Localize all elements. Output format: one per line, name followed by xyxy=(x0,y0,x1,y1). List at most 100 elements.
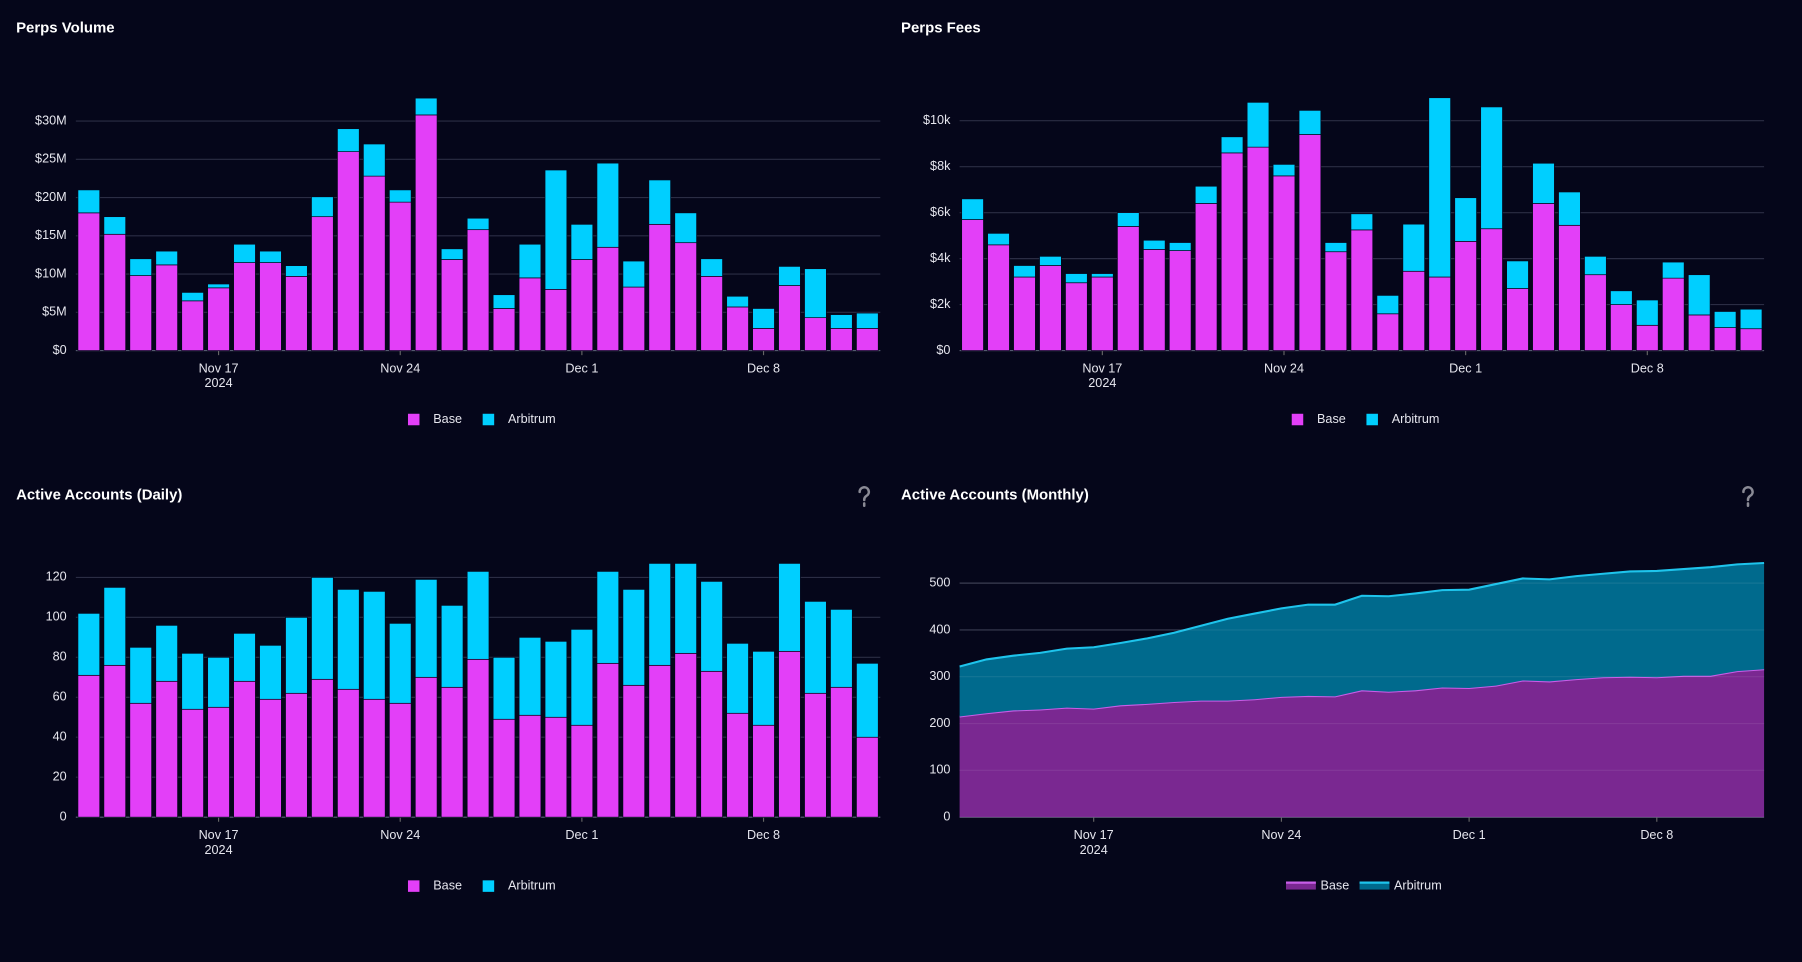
bar-segment xyxy=(1117,226,1140,351)
bar-segment xyxy=(804,692,827,818)
bar-segment xyxy=(622,260,646,288)
bar-segment xyxy=(1610,304,1633,351)
bar-segment xyxy=(1091,276,1114,351)
bar-segment xyxy=(1454,241,1477,351)
bar-segment xyxy=(544,640,568,718)
y-tick-label: 40 xyxy=(53,730,67,744)
bar-segment xyxy=(1272,164,1296,177)
bar-segment xyxy=(1350,229,1374,351)
bar-segment xyxy=(1013,265,1036,278)
area-fill xyxy=(959,669,1765,818)
legend-label: Arbitrum xyxy=(508,412,556,426)
bar-segment xyxy=(1039,255,1062,266)
bar-segment xyxy=(1558,224,1581,351)
y-tick-label: $20M xyxy=(35,190,67,204)
bar-segment xyxy=(311,196,334,218)
y-tick-label: 100 xyxy=(929,763,950,777)
bar-segment xyxy=(1091,273,1114,278)
x-year-label: 2024 xyxy=(205,376,233,390)
legend-swatch xyxy=(482,413,495,426)
bar-segment xyxy=(337,589,360,690)
bar-segment xyxy=(1506,288,1529,351)
bar-segment xyxy=(440,605,464,688)
bar-segment xyxy=(1636,299,1659,326)
y-tick-label: $0 xyxy=(53,343,67,357)
bar-segment xyxy=(856,736,879,818)
bar-segment xyxy=(181,652,204,710)
bar-segment xyxy=(388,623,412,704)
bar-segment xyxy=(492,294,516,309)
bar-segment xyxy=(1376,313,1400,351)
y-tick-label: 400 xyxy=(929,622,950,636)
legend-swatch xyxy=(1291,413,1304,426)
bar-segment xyxy=(466,658,490,818)
bar-segment xyxy=(1662,261,1685,279)
bar-segment xyxy=(103,216,127,235)
bar-segment xyxy=(1324,242,1348,253)
y-tick-label: 500 xyxy=(929,575,950,589)
bar-segment xyxy=(648,664,671,818)
bar-segment xyxy=(1428,97,1451,278)
bar-segment xyxy=(103,664,127,818)
bar-segment xyxy=(674,242,697,351)
bar-segment xyxy=(1013,276,1036,351)
bar-segment xyxy=(233,262,256,351)
x-tick-label: Nov 17 xyxy=(199,828,239,842)
x-tick-label: Dec 8 xyxy=(747,828,780,842)
x-tick-label: Nov 17 xyxy=(199,361,239,375)
bar-segment xyxy=(674,563,697,654)
bar-segment xyxy=(518,243,542,279)
bar-segment xyxy=(830,686,853,818)
bar-segment xyxy=(1739,308,1763,330)
bar-segment xyxy=(285,265,308,277)
bar-segment xyxy=(778,563,801,652)
bar-segment xyxy=(77,212,101,351)
bar-segment xyxy=(648,223,671,351)
bar-segment xyxy=(466,229,490,351)
bar-segment xyxy=(259,698,282,818)
bar-segment xyxy=(1687,314,1711,351)
x-tick-label: Dec 1 xyxy=(565,361,598,375)
bar-segment xyxy=(596,246,620,351)
bar-segment xyxy=(388,189,412,203)
bar-segment xyxy=(700,276,723,351)
bar-segment xyxy=(961,219,984,351)
legend-label: Arbitrum xyxy=(508,878,556,892)
bar-segment xyxy=(285,617,308,694)
bar-segment xyxy=(1506,260,1529,289)
bar-segment xyxy=(129,646,152,704)
bar-segment xyxy=(987,232,1010,246)
bar-segment xyxy=(1298,110,1322,135)
chart-title: Active Accounts (Daily) xyxy=(16,486,182,503)
y-tick-label: $4k xyxy=(930,251,951,265)
bar-segment xyxy=(518,636,542,716)
legend-label: Base xyxy=(1320,878,1349,892)
bar-segment xyxy=(363,698,386,818)
area-line xyxy=(959,561,1765,668)
y-tick-label: $8k xyxy=(930,159,951,173)
bar-segment xyxy=(830,314,853,329)
y-tick-label: $10k xyxy=(923,113,951,127)
legend-label: Arbitrum xyxy=(1394,878,1442,892)
y-tick-label: $0 xyxy=(936,343,950,357)
bar-segment xyxy=(466,217,490,231)
chart-title: Perps Fees xyxy=(901,20,981,37)
bar-segment xyxy=(1194,203,1218,351)
bar-segment xyxy=(388,201,412,351)
bar-segment xyxy=(1454,197,1477,242)
y-tick-label: $2k xyxy=(930,297,951,311)
help-icon xyxy=(858,486,871,507)
bar-segment xyxy=(1402,270,1425,351)
bar-segment xyxy=(259,250,282,263)
bar-segment xyxy=(778,285,801,351)
bar-segment xyxy=(440,259,464,351)
bar-segment xyxy=(1402,223,1425,272)
bar-segment xyxy=(440,248,464,260)
legend-label: Base xyxy=(433,878,462,892)
bar-segment xyxy=(233,243,256,263)
bar-segment xyxy=(77,189,101,214)
y-tick-label: $10M xyxy=(35,266,67,280)
bar-segment xyxy=(207,283,230,289)
bar-segment xyxy=(830,609,853,688)
